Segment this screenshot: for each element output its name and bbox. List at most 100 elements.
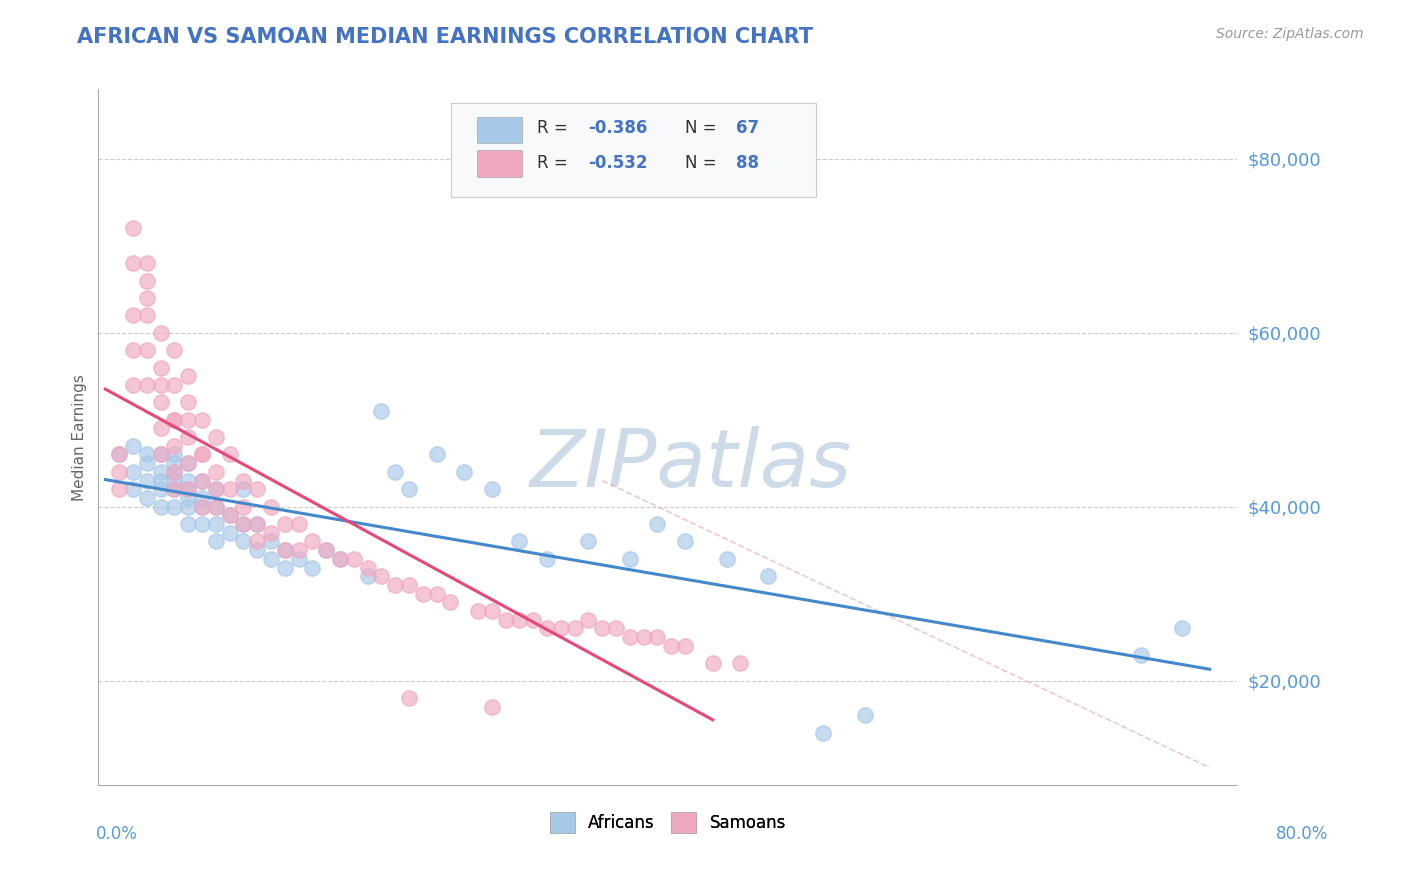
Point <box>426 447 449 462</box>
Point <box>177 430 200 444</box>
Point <box>163 447 186 462</box>
Text: N =: N = <box>685 154 721 172</box>
Point <box>508 613 530 627</box>
Point <box>218 508 240 523</box>
Point <box>274 560 297 574</box>
Point <box>122 309 145 323</box>
Point <box>619 551 641 566</box>
Point <box>384 465 406 479</box>
Point <box>122 439 145 453</box>
Point <box>550 621 572 635</box>
Point <box>108 447 131 462</box>
Point <box>191 491 214 505</box>
Point <box>135 256 157 270</box>
Text: R =: R = <box>537 120 572 137</box>
Point <box>673 639 696 653</box>
Point <box>204 516 226 531</box>
Point <box>260 525 283 540</box>
Point <box>191 412 214 426</box>
Point <box>619 630 641 644</box>
Point <box>343 551 366 566</box>
Point <box>135 343 157 357</box>
Text: AFRICAN VS SAMOAN MEDIAN EARNINGS CORRELATION CHART: AFRICAN VS SAMOAN MEDIAN EARNINGS CORREL… <box>77 27 813 46</box>
Legend: Africans, Samoans: Africans, Samoans <box>543 805 793 839</box>
Point <box>177 491 200 505</box>
Point <box>232 482 254 496</box>
Point <box>730 657 752 671</box>
Point <box>329 551 352 566</box>
Point <box>149 482 172 496</box>
Point <box>108 447 131 462</box>
Point <box>467 604 489 618</box>
Point <box>177 395 200 409</box>
Point <box>163 465 186 479</box>
Point <box>398 578 420 592</box>
Point <box>108 482 131 496</box>
Point <box>287 551 309 566</box>
Point <box>356 560 378 574</box>
Point <box>218 525 240 540</box>
Text: N =: N = <box>685 120 721 137</box>
Point <box>191 474 214 488</box>
Point <box>495 613 517 627</box>
Point <box>370 404 392 418</box>
Point <box>274 543 297 558</box>
Point <box>673 534 696 549</box>
Point <box>108 465 131 479</box>
Point <box>439 595 461 609</box>
Point <box>481 482 503 496</box>
Point <box>163 377 186 392</box>
Text: 80.0%: 80.0% <box>1277 825 1329 843</box>
Point <box>177 412 200 426</box>
Point <box>398 690 420 705</box>
Point <box>246 516 269 531</box>
Point <box>274 516 297 531</box>
Text: 0.0%: 0.0% <box>96 825 138 843</box>
Point <box>149 377 172 392</box>
Point <box>605 621 627 635</box>
Point <box>246 516 269 531</box>
Text: -0.532: -0.532 <box>588 154 648 172</box>
Point <box>191 516 214 531</box>
Point <box>204 482 226 496</box>
Point <box>329 551 352 566</box>
Point <box>301 560 323 574</box>
Point <box>811 726 834 740</box>
Point <box>163 412 186 426</box>
Point <box>204 500 226 514</box>
Point <box>260 500 283 514</box>
Point <box>122 221 145 235</box>
Point <box>177 369 200 384</box>
Point <box>149 421 172 435</box>
Point <box>122 377 145 392</box>
Point <box>716 551 738 566</box>
Point <box>426 587 449 601</box>
Point <box>204 482 226 496</box>
Point <box>177 456 200 470</box>
Point <box>204 430 226 444</box>
Point <box>191 447 214 462</box>
Text: R =: R = <box>537 154 572 172</box>
Point <box>204 534 226 549</box>
Point <box>301 534 323 549</box>
Point <box>135 491 157 505</box>
Point <box>122 465 145 479</box>
Point <box>274 543 297 558</box>
Point <box>149 465 172 479</box>
Point <box>135 309 157 323</box>
Point <box>177 482 200 496</box>
Y-axis label: Median Earnings: Median Earnings <box>72 374 87 500</box>
Point <box>315 543 337 558</box>
Text: 88: 88 <box>737 154 759 172</box>
Point <box>260 551 283 566</box>
Point <box>149 395 172 409</box>
Point <box>232 500 254 514</box>
Point <box>163 343 186 357</box>
Point <box>356 569 378 583</box>
Point <box>163 500 186 514</box>
Point <box>191 474 214 488</box>
Point <box>149 447 172 462</box>
Point <box>246 543 269 558</box>
Point <box>135 456 157 470</box>
Text: 67: 67 <box>737 120 759 137</box>
